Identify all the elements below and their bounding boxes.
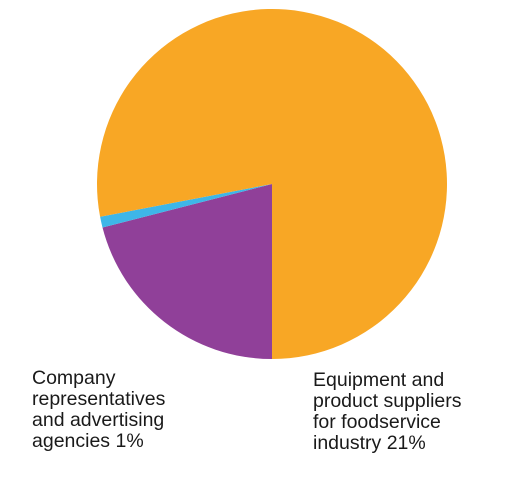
slice-label-equipment-suppliers: Equipment and product suppliers for food… xyxy=(313,369,462,454)
slice-label-company-representatives: Company representatives and advertising … xyxy=(32,367,166,452)
slice-equipment-suppliers xyxy=(102,184,272,359)
slice-other xyxy=(97,8,448,359)
slice-company-representatives xyxy=(100,184,272,228)
